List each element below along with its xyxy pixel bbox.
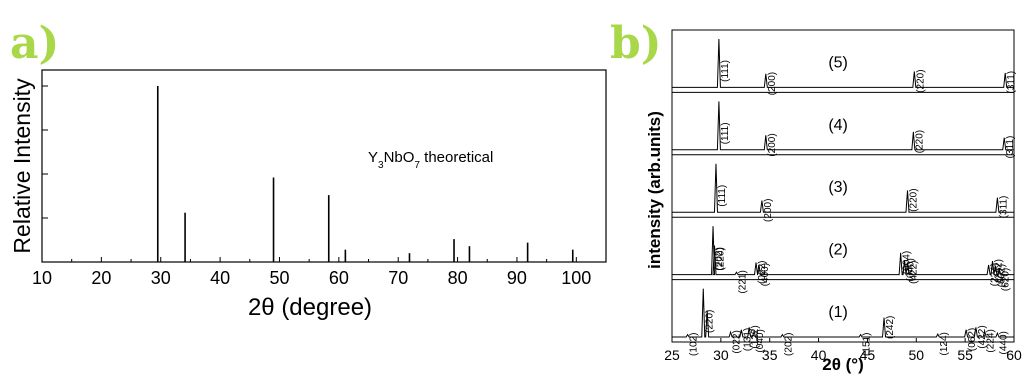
peak-label: (200)	[763, 199, 774, 222]
series-line	[672, 288, 1014, 338]
peak-label: (311)	[998, 196, 1009, 219]
peak-label: (242)	[885, 316, 896, 339]
peak-label: (311)	[1005, 136, 1016, 159]
panel-b-x-ticks: 25 30 35 40 45 50 55 60	[664, 338, 1022, 363]
peak-label: (111)	[720, 60, 731, 82]
panel-a-y-ticks	[42, 85, 48, 219]
series-1: (4) (111) (200) (220) (311)	[672, 101, 1016, 158]
panel-a-annotation: Y3NbO7 theoretical	[368, 149, 493, 171]
panel-b-label: b)	[610, 18, 662, 69]
annotation-part: theoretical	[420, 149, 493, 166]
peak-label: (200)	[767, 72, 778, 95]
peak-label: (224)	[990, 263, 1001, 286]
peak-label: (400)	[760, 263, 771, 286]
peak-label: (422)	[977, 325, 988, 348]
peak-label: (122)	[750, 325, 761, 348]
panel-a-chart: 10 20 30 40 50 60 70 80 90 100 2θ (degree) Relati…	[9, 69, 607, 321]
peak-label: (200)	[767, 133, 778, 156]
peak-label: (422)	[908, 261, 919, 284]
x-tick-label: 35	[762, 347, 778, 363]
panel-b-x-axis-title: 2θ (°)	[822, 355, 864, 374]
series-label: (3)	[828, 179, 848, 196]
panel-a-y-axis-title: Relative Intensity	[9, 78, 35, 254]
peak-label: (062)	[967, 328, 978, 351]
x-tick-label: 80	[448, 268, 468, 288]
peak-label: (151)	[862, 333, 873, 356]
series-label: (4)	[828, 117, 848, 134]
peak-label: (221)	[737, 270, 748, 293]
series-4: (1) (102) (220) (022) (131)(122)(040) (202) (1…	[672, 288, 1014, 356]
peak-label: (040)	[755, 329, 766, 352]
peak-label: (220)	[908, 188, 919, 211]
peak-label: (111)	[717, 185, 728, 207]
x-tick-label: 25	[664, 347, 680, 363]
series-label: (2)	[828, 242, 848, 259]
x-tick-label: 50	[269, 268, 289, 288]
peak-label: (202)	[783, 333, 794, 356]
panel-a-x-ticks: 10 20 30 40 50 60 70 80 90 100	[32, 257, 591, 288]
x-tick-label: 60	[1006, 347, 1022, 363]
x-tick-label: 30	[151, 268, 171, 288]
annotation-part: 3	[378, 160, 384, 171]
series-line	[672, 163, 1014, 213]
peak-label: (242)	[994, 259, 1005, 282]
peak-label: (220)	[915, 69, 926, 92]
peak-label: (220)	[704, 310, 715, 333]
peak-label: (022)	[757, 261, 768, 284]
series-label: (1)	[828, 304, 848, 321]
annotation-part: NbO	[384, 149, 415, 166]
x-tick-label: 10	[32, 268, 52, 288]
annotation-part: 7	[414, 160, 420, 171]
x-tick-label: 70	[388, 268, 408, 288]
panel-b-frame	[671, 29, 1015, 343]
peak-label: (440)	[998, 331, 1009, 354]
x-tick-label: 90	[507, 268, 527, 288]
x-tick-label: 45	[860, 347, 876, 363]
x-tick-label: 20	[91, 268, 111, 288]
annotation-part: Y	[368, 149, 378, 166]
series-2: (3) (111) (200) (220) (311)	[672, 163, 1014, 222]
panel-b-chart: 25 30 35 40 45 50 55 60 (5) (111) (200) (220) (311)…	[645, 29, 1022, 374]
series-3: (2) (202)(220) (221) (022)(400) (004)(040)(4…	[672, 226, 1014, 294]
peak-label: (220)	[716, 247, 727, 270]
peak-label: (602)	[996, 264, 1007, 287]
panel-a-bars	[156, 86, 574, 262]
series-line	[672, 226, 1014, 276]
series-line	[672, 38, 1014, 88]
peak-label: (040)	[906, 258, 917, 281]
x-tick-label: 100	[561, 268, 591, 288]
panel-b-series: (5) (111) (200) (220) (311) (4) (111) (200) (220…	[672, 38, 1017, 356]
series-0: (5) (111) (200) (220) (311)	[672, 38, 1017, 95]
peak-label: (202)	[714, 247, 725, 270]
peak-label: (004)	[902, 251, 913, 274]
peak-label: (111)	[720, 122, 731, 144]
x-tick-label: 60	[329, 268, 349, 288]
series-line	[672, 101, 1014, 151]
peak-label: (620)	[1000, 268, 1011, 291]
peak-label: (311)	[1006, 71, 1017, 94]
x-tick-label: 55	[957, 347, 973, 363]
peak-label: (022)	[732, 330, 743, 353]
x-tick-label: 30	[713, 347, 729, 363]
panel-b-dividers	[672, 91, 1014, 281]
series-label: (5)	[828, 54, 848, 71]
peak-label: (102)	[689, 333, 700, 356]
x-tick-label: 40	[811, 347, 827, 363]
x-tick-label: 50	[908, 347, 924, 363]
panel-b-y-axis-title: intensity (arb.units)	[645, 111, 664, 269]
x-tick-label: 40	[210, 268, 230, 288]
peak-label: (220)	[914, 130, 925, 153]
panel-a-x-axis-title: 2θ (degree)	[248, 294, 372, 321]
peak-label: (224)	[986, 329, 997, 352]
panel-a-label: a)	[10, 18, 59, 69]
panel-a-frame	[41, 69, 607, 263]
peak-label: (124)	[939, 332, 950, 355]
peak-label: (131)	[742, 328, 753, 351]
